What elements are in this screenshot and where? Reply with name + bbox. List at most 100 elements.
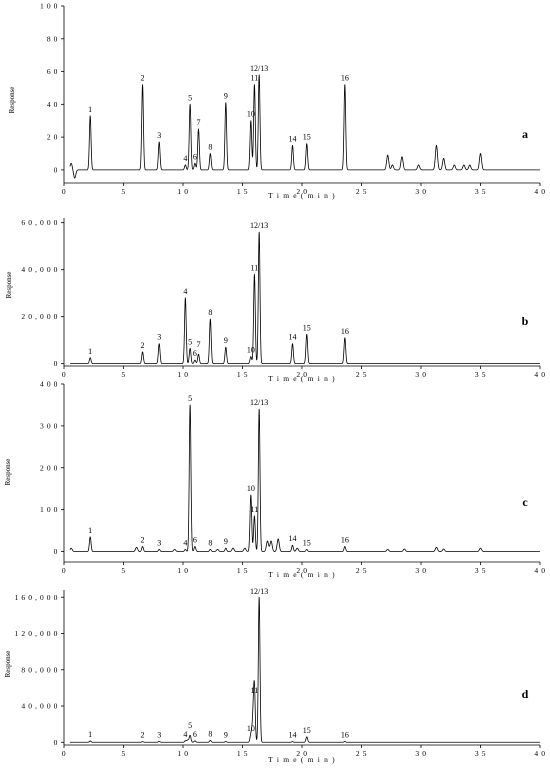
x-tick-label: 5 — [121, 187, 125, 196]
peak-label: 1 — [88, 347, 92, 356]
peak-label: 12/13 — [250, 398, 268, 407]
peak-label: 5 — [188, 93, 192, 102]
y-tick-label: 2 0 — [47, 133, 58, 142]
y-tick-label: 1 6 0 , 0 0 0 — [15, 593, 58, 602]
peak-label: 16 — [341, 327, 349, 336]
peak-label: 3 — [157, 333, 161, 342]
y-tick-label: 1 0 0 — [40, 2, 58, 11]
peak-label: 9 — [224, 336, 228, 345]
peak-label: 15 — [303, 133, 311, 142]
x-tick-label: 3 0 — [415, 566, 426, 575]
x-tick-label: 4 0 — [534, 370, 545, 379]
x-tick-label: 0 — [62, 749, 66, 758]
x-tick-label: 2 0 — [296, 566, 307, 575]
panel-label: a — [522, 127, 528, 141]
peak-label: 1 — [88, 730, 92, 739]
y-tick-label: 8 0 — [47, 34, 58, 43]
y-tick-label: 2 0 0 — [40, 463, 58, 472]
x-tick-label: 2 5 — [356, 187, 367, 196]
x-tick-label: 5 — [121, 749, 125, 758]
peak-label: 4 — [183, 287, 187, 296]
y-tick-label: 2 0 , 0 0 0 — [21, 312, 58, 321]
x-tick-label: 1 5 — [237, 370, 248, 379]
peak-label: 6 — [193, 536, 197, 545]
peak-label: 5 — [188, 337, 192, 346]
y-tick-label: 1 0 0 — [40, 505, 58, 514]
peak-label: 1 — [88, 526, 92, 535]
x-tick-label: 3 5 — [475, 187, 486, 196]
x-tick-label: 4 0 — [534, 749, 545, 758]
x-tick-label: 2 5 — [356, 370, 367, 379]
x-axis-label: T i m e ( m i n ) — [268, 755, 336, 764]
x-tick-label: 3 5 — [475, 749, 486, 758]
x-tick-label: 1 0 — [177, 187, 188, 196]
y-tick-label: 8 0 , 0 0 0 — [21, 665, 58, 674]
peak-label: 2 — [141, 536, 145, 545]
y-tick-label: 4 0 — [47, 100, 58, 109]
peak-label: 11 — [251, 505, 259, 514]
panel-label: b — [522, 314, 529, 328]
y-axis-label: Response — [8, 87, 16, 114]
x-axis-label: T i m e ( m i n ) — [268, 374, 336, 383]
x-tick-label: 2 0 — [296, 187, 307, 196]
x-tick-label: 0 — [62, 566, 66, 575]
peak-label: 8 — [208, 538, 212, 547]
peak-label: 10 — [247, 346, 255, 355]
peak-label: 16 — [341, 74, 349, 83]
y-tick-label: 4 0 , 0 0 0 — [21, 702, 58, 711]
peak-label: 11 — [251, 263, 259, 272]
peak-label: 3 — [157, 730, 161, 739]
chromatogram-trace — [69, 404, 541, 552]
y-axis-label: Response — [5, 272, 13, 299]
x-tick-label: 1 0 — [177, 749, 188, 758]
peak-label: 7 — [196, 118, 200, 127]
peak-label: 15 — [303, 726, 311, 735]
peak-label: 8 — [208, 143, 212, 152]
y-tick-label: 0 — [54, 359, 58, 368]
peak-label: 10 — [247, 110, 255, 119]
peak-label: 11 — [251, 686, 259, 695]
chromatogram-panel-c: 0 5 1 0 1 5 2 0 2 5 3 0 3 5 4 0 0 1 0 0 2 0 0 3 0 0 4… — [4, 380, 545, 580]
peak-label: 5 — [188, 394, 192, 403]
x-tick-label: 0 — [62, 370, 66, 379]
x-tick-label: 2 5 — [356, 749, 367, 758]
panel-label: d — [522, 687, 529, 701]
x-tick-label: 2 5 — [356, 566, 367, 575]
chromatogram-trace — [69, 74, 541, 179]
y-tick-label: 1 2 0 , 0 0 0 — [15, 629, 58, 638]
x-tick-label: 5 — [121, 566, 125, 575]
peak-label: 5 — [188, 721, 192, 730]
peak-label: 14 — [288, 534, 296, 543]
peak-label: 10 — [247, 484, 255, 493]
peak-label: 3 — [157, 131, 161, 140]
chromatogram-trace — [69, 231, 541, 365]
x-tick-label: 4 0 — [534, 566, 545, 575]
y-tick-label: 0 — [54, 165, 58, 174]
peak-label: 4 — [183, 538, 187, 547]
x-tick-label: 1 0 — [177, 370, 188, 379]
x-tick-label: 3 5 — [475, 566, 486, 575]
peak-label: 8 — [208, 308, 212, 317]
chromatogram-panel-b: 0 5 1 0 1 5 2 0 2 5 3 0 3 5 4 0 0 2 0 , 0 0 0 4 0 ,… — [5, 218, 545, 383]
y-tick-label: 6 0 — [47, 67, 58, 76]
y-tick-label: 0 — [54, 738, 58, 747]
y-tick-label: 0 — [54, 547, 58, 556]
peak-label: 2 — [141, 341, 145, 350]
peak-label: 6 — [193, 152, 197, 161]
x-tick-label: 4 0 — [534, 187, 545, 196]
peak-label: 3 — [157, 538, 161, 547]
peak-label: 6 — [193, 730, 197, 739]
x-tick-label: 0 — [62, 187, 66, 196]
peak-label: 9 — [224, 731, 228, 740]
x-tick-label: 1 0 — [177, 566, 188, 575]
peak-label: 9 — [224, 92, 228, 101]
peak-label: 14 — [288, 731, 296, 740]
peak-label: 15 — [303, 323, 311, 332]
x-tick-label: 3 5 — [475, 370, 486, 379]
peak-label: 15 — [303, 538, 311, 547]
peak-label: 7 — [196, 340, 200, 349]
peak-label: 16 — [341, 731, 349, 740]
peak-label: 6 — [193, 349, 197, 358]
peak-label: 14 — [288, 333, 296, 342]
